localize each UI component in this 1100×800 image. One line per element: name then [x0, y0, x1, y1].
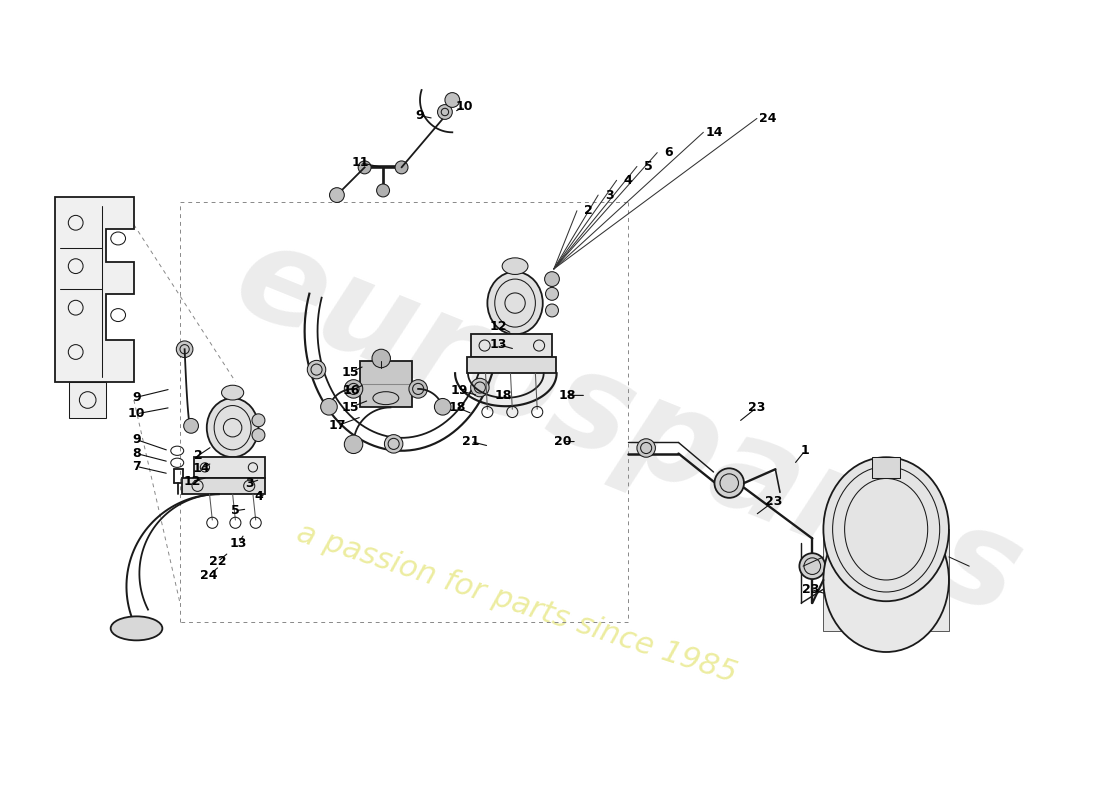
Text: 4: 4 — [624, 174, 632, 187]
Text: 24: 24 — [200, 569, 218, 582]
Ellipse shape — [384, 434, 403, 453]
Text: 16: 16 — [342, 384, 360, 398]
Ellipse shape — [438, 105, 452, 119]
Text: 7: 7 — [132, 460, 141, 473]
Ellipse shape — [444, 93, 460, 107]
Text: 20: 20 — [554, 435, 572, 448]
Text: 23: 23 — [764, 495, 782, 508]
Text: eurospares: eurospares — [217, 213, 1038, 643]
Text: 14: 14 — [192, 462, 210, 475]
Text: 21: 21 — [462, 435, 480, 448]
Text: 22: 22 — [209, 555, 227, 568]
Text: 13: 13 — [230, 537, 246, 550]
Text: a passion for parts since 1985: a passion for parts since 1985 — [294, 518, 740, 688]
Ellipse shape — [330, 188, 344, 202]
Text: 8: 8 — [132, 447, 141, 460]
Polygon shape — [471, 334, 552, 357]
Ellipse shape — [637, 438, 656, 458]
Text: 12: 12 — [184, 474, 200, 488]
Text: 24: 24 — [759, 112, 777, 125]
Text: 10: 10 — [128, 407, 145, 420]
Text: 3: 3 — [605, 189, 614, 202]
Text: 9: 9 — [132, 433, 141, 446]
Text: 4: 4 — [254, 490, 263, 503]
Ellipse shape — [359, 161, 371, 174]
Ellipse shape — [252, 414, 265, 426]
Text: 12: 12 — [490, 320, 507, 333]
Text: 19: 19 — [451, 384, 469, 398]
Text: 23: 23 — [748, 401, 766, 414]
Text: 1: 1 — [801, 444, 810, 458]
Text: 9: 9 — [416, 109, 425, 122]
Text: 18: 18 — [448, 401, 465, 414]
Ellipse shape — [320, 398, 338, 415]
Text: 23: 23 — [802, 582, 820, 596]
Text: 18: 18 — [559, 389, 576, 402]
Ellipse shape — [546, 304, 559, 317]
Ellipse shape — [800, 554, 825, 579]
Ellipse shape — [434, 398, 451, 415]
Polygon shape — [360, 362, 411, 407]
Ellipse shape — [503, 258, 528, 274]
Text: 18: 18 — [494, 389, 512, 402]
Text: 2: 2 — [194, 449, 202, 462]
Text: 9: 9 — [132, 390, 141, 404]
Polygon shape — [468, 357, 556, 374]
Ellipse shape — [221, 386, 244, 400]
Ellipse shape — [176, 341, 192, 358]
Ellipse shape — [409, 380, 428, 398]
Polygon shape — [824, 530, 949, 630]
Text: 2: 2 — [584, 204, 593, 218]
Text: 15: 15 — [342, 366, 360, 379]
Text: 13: 13 — [490, 338, 507, 351]
Text: 10: 10 — [455, 100, 473, 113]
Ellipse shape — [207, 398, 258, 458]
Ellipse shape — [546, 287, 559, 300]
Text: 6: 6 — [664, 146, 672, 159]
Ellipse shape — [111, 616, 163, 640]
Ellipse shape — [252, 429, 265, 442]
Text: 17: 17 — [328, 419, 345, 432]
Ellipse shape — [344, 435, 363, 454]
Ellipse shape — [471, 378, 490, 397]
Polygon shape — [55, 197, 134, 382]
Ellipse shape — [824, 458, 949, 602]
Ellipse shape — [715, 468, 744, 498]
Ellipse shape — [376, 184, 389, 197]
Polygon shape — [872, 458, 900, 478]
Ellipse shape — [184, 418, 198, 434]
Text: 5: 5 — [644, 160, 652, 173]
Text: 11: 11 — [351, 156, 369, 170]
Ellipse shape — [395, 161, 408, 174]
Text: 5: 5 — [231, 504, 240, 518]
Ellipse shape — [544, 272, 560, 286]
Text: 3: 3 — [245, 477, 253, 490]
Ellipse shape — [824, 508, 949, 652]
Ellipse shape — [307, 360, 326, 379]
Text: 15: 15 — [342, 401, 360, 414]
Polygon shape — [69, 382, 107, 418]
Ellipse shape — [372, 350, 390, 368]
Polygon shape — [194, 458, 265, 478]
Ellipse shape — [487, 272, 542, 334]
Ellipse shape — [344, 380, 363, 398]
Text: 14: 14 — [706, 126, 723, 139]
Polygon shape — [182, 478, 265, 494]
